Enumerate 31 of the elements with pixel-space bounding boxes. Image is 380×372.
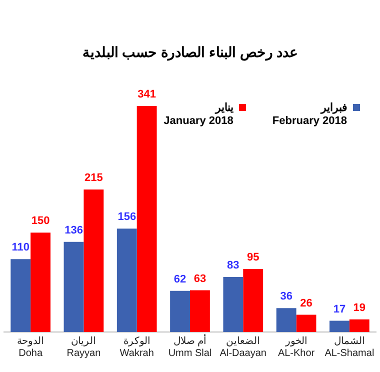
data-label: 136 (64, 224, 83, 236)
data-label: 110 (12, 242, 30, 254)
bar (170, 290, 190, 332)
data-label: 36 (280, 290, 292, 303)
bar (190, 290, 210, 332)
bar (243, 269, 264, 332)
data-label: 19 (353, 302, 366, 314)
data-label: 62 (174, 273, 186, 286)
bar (116, 228, 137, 332)
data-label: 17 (333, 303, 346, 316)
bar (136, 106, 157, 332)
bar (10, 259, 31, 332)
data-label: 26 (300, 297, 312, 310)
legend-label: فبراير February 2018 (272, 102, 347, 128)
chart-title: عدد رخص البناء الصادرة حسب البلدية (81, 44, 299, 60)
bar (223, 276, 244, 332)
data-label: 215 (84, 172, 103, 184)
bar (296, 314, 316, 332)
data-label: 83 (227, 260, 240, 272)
legend-label: يناير January 2018 (164, 102, 234, 128)
bar (349, 319, 370, 332)
bar (64, 242, 84, 332)
bar (84, 189, 104, 332)
data-label: 63 (194, 272, 206, 285)
data-label: 95 (246, 252, 260, 264)
data-label: 341 (138, 88, 156, 100)
data-label: 156 (118, 211, 136, 224)
bar (30, 232, 50, 332)
data-label: 150 (31, 215, 50, 228)
bar (276, 308, 296, 332)
bar (330, 320, 350, 332)
